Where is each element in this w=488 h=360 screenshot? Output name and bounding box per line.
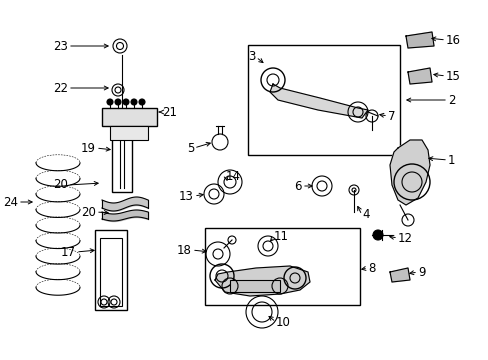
Polygon shape [407, 68, 431, 84]
Text: 20: 20 [81, 206, 96, 219]
Bar [100, 238, 122, 306]
Text: 8: 8 [367, 261, 375, 274]
Polygon shape [389, 268, 409, 282]
Polygon shape [405, 32, 433, 48]
Circle shape [107, 99, 113, 105]
Circle shape [123, 99, 129, 105]
Text: 12: 12 [397, 231, 412, 244]
Text: 19: 19 [81, 141, 96, 154]
Text: 7: 7 [387, 109, 395, 122]
Bar [229, 280, 280, 292]
Text: 2: 2 [447, 94, 454, 107]
Bar [112, 132, 132, 192]
Text: 20: 20 [53, 179, 68, 192]
Bar [95, 230, 127, 310]
Bar [247, 45, 399, 155]
Bar [102, 108, 157, 126]
Text: 23: 23 [53, 40, 68, 53]
Bar [110, 126, 148, 140]
Polygon shape [389, 140, 429, 205]
Bar [204, 228, 359, 305]
Text: 16: 16 [445, 33, 460, 46]
Text: 24: 24 [3, 195, 18, 208]
Text: 18: 18 [177, 243, 192, 256]
Text: 4: 4 [361, 208, 369, 221]
Text: 22: 22 [53, 81, 68, 94]
Text: 11: 11 [273, 230, 288, 243]
Text: 15: 15 [445, 69, 460, 82]
Circle shape [372, 230, 382, 240]
Text: 21: 21 [162, 105, 177, 118]
Text: 17: 17 [61, 246, 76, 258]
Text: 3: 3 [248, 50, 256, 63]
Circle shape [131, 99, 137, 105]
Text: 14: 14 [225, 170, 241, 183]
Polygon shape [215, 266, 309, 296]
Circle shape [139, 99, 145, 105]
Text: 9: 9 [417, 266, 425, 279]
Circle shape [115, 99, 121, 105]
Text: 13: 13 [179, 189, 194, 202]
Text: 1: 1 [447, 153, 454, 166]
Text: 5: 5 [186, 141, 194, 154]
Text: 6: 6 [294, 180, 302, 193]
Polygon shape [269, 84, 367, 118]
Text: 10: 10 [275, 315, 290, 328]
